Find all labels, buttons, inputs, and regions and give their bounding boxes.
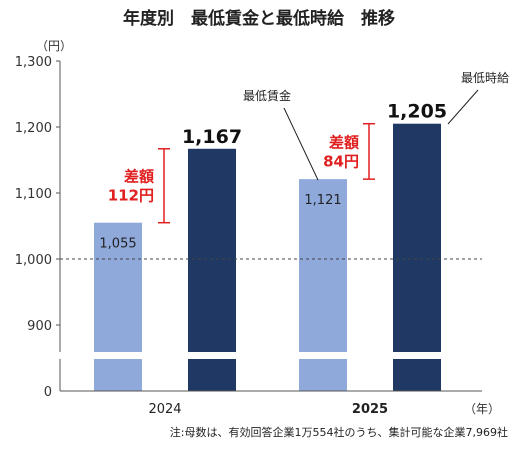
bar-minimum-hourly-2025 — [393, 123, 441, 391]
data-label: 1,055 — [99, 237, 136, 252]
series-label-leader-line — [447, 89, 479, 125]
y-tick-label: 1,200 — [15, 121, 52, 136]
difference-label: 差額 — [329, 133, 359, 151]
difference-label: 84円 — [323, 152, 359, 170]
bar-minimum-wage-2024 — [94, 222, 142, 391]
axis-break-gap — [187, 352, 237, 359]
y-tick-label-zero: 0 — [44, 385, 52, 400]
y-tick-label: 1,300 — [15, 55, 52, 70]
bar-minimum-hourly-2024 — [188, 148, 236, 391]
axis-break-gap — [392, 352, 442, 359]
chart-title: 年度別 最低賃金と最低時給 推移 — [123, 8, 395, 29]
y-tick-label: 1,000 — [15, 253, 52, 268]
y-tick-label: 900 — [27, 319, 52, 334]
series-label-minimum-wage: 最低賃金 — [243, 88, 291, 103]
axis-break-gap — [93, 352, 143, 359]
x-tick-label: 2024 — [148, 402, 181, 417]
y-unit-label: （円） — [36, 39, 72, 53]
series-label-minimum-hourly: 最低時給 — [461, 71, 509, 85]
x-unit-label: （年） — [464, 402, 500, 416]
y-tick-label: 1,100 — [15, 187, 52, 202]
difference-label: 112円 — [108, 187, 154, 205]
difference-label: 差額 — [124, 168, 154, 186]
data-label: 1,167 — [182, 126, 242, 148]
series-label-leader-line — [283, 107, 319, 181]
data-label: 1,205 — [387, 101, 447, 123]
footnote: 注:母数は、有効回答企業1万554社のうち、集計可能な企業7,969社 — [170, 425, 508, 439]
bar-minimum-wage-2025 — [299, 179, 347, 391]
data-label: 1,121 — [304, 193, 341, 208]
x-tick-label: 2025 — [352, 402, 388, 417]
axis-break-gap — [298, 352, 348, 359]
